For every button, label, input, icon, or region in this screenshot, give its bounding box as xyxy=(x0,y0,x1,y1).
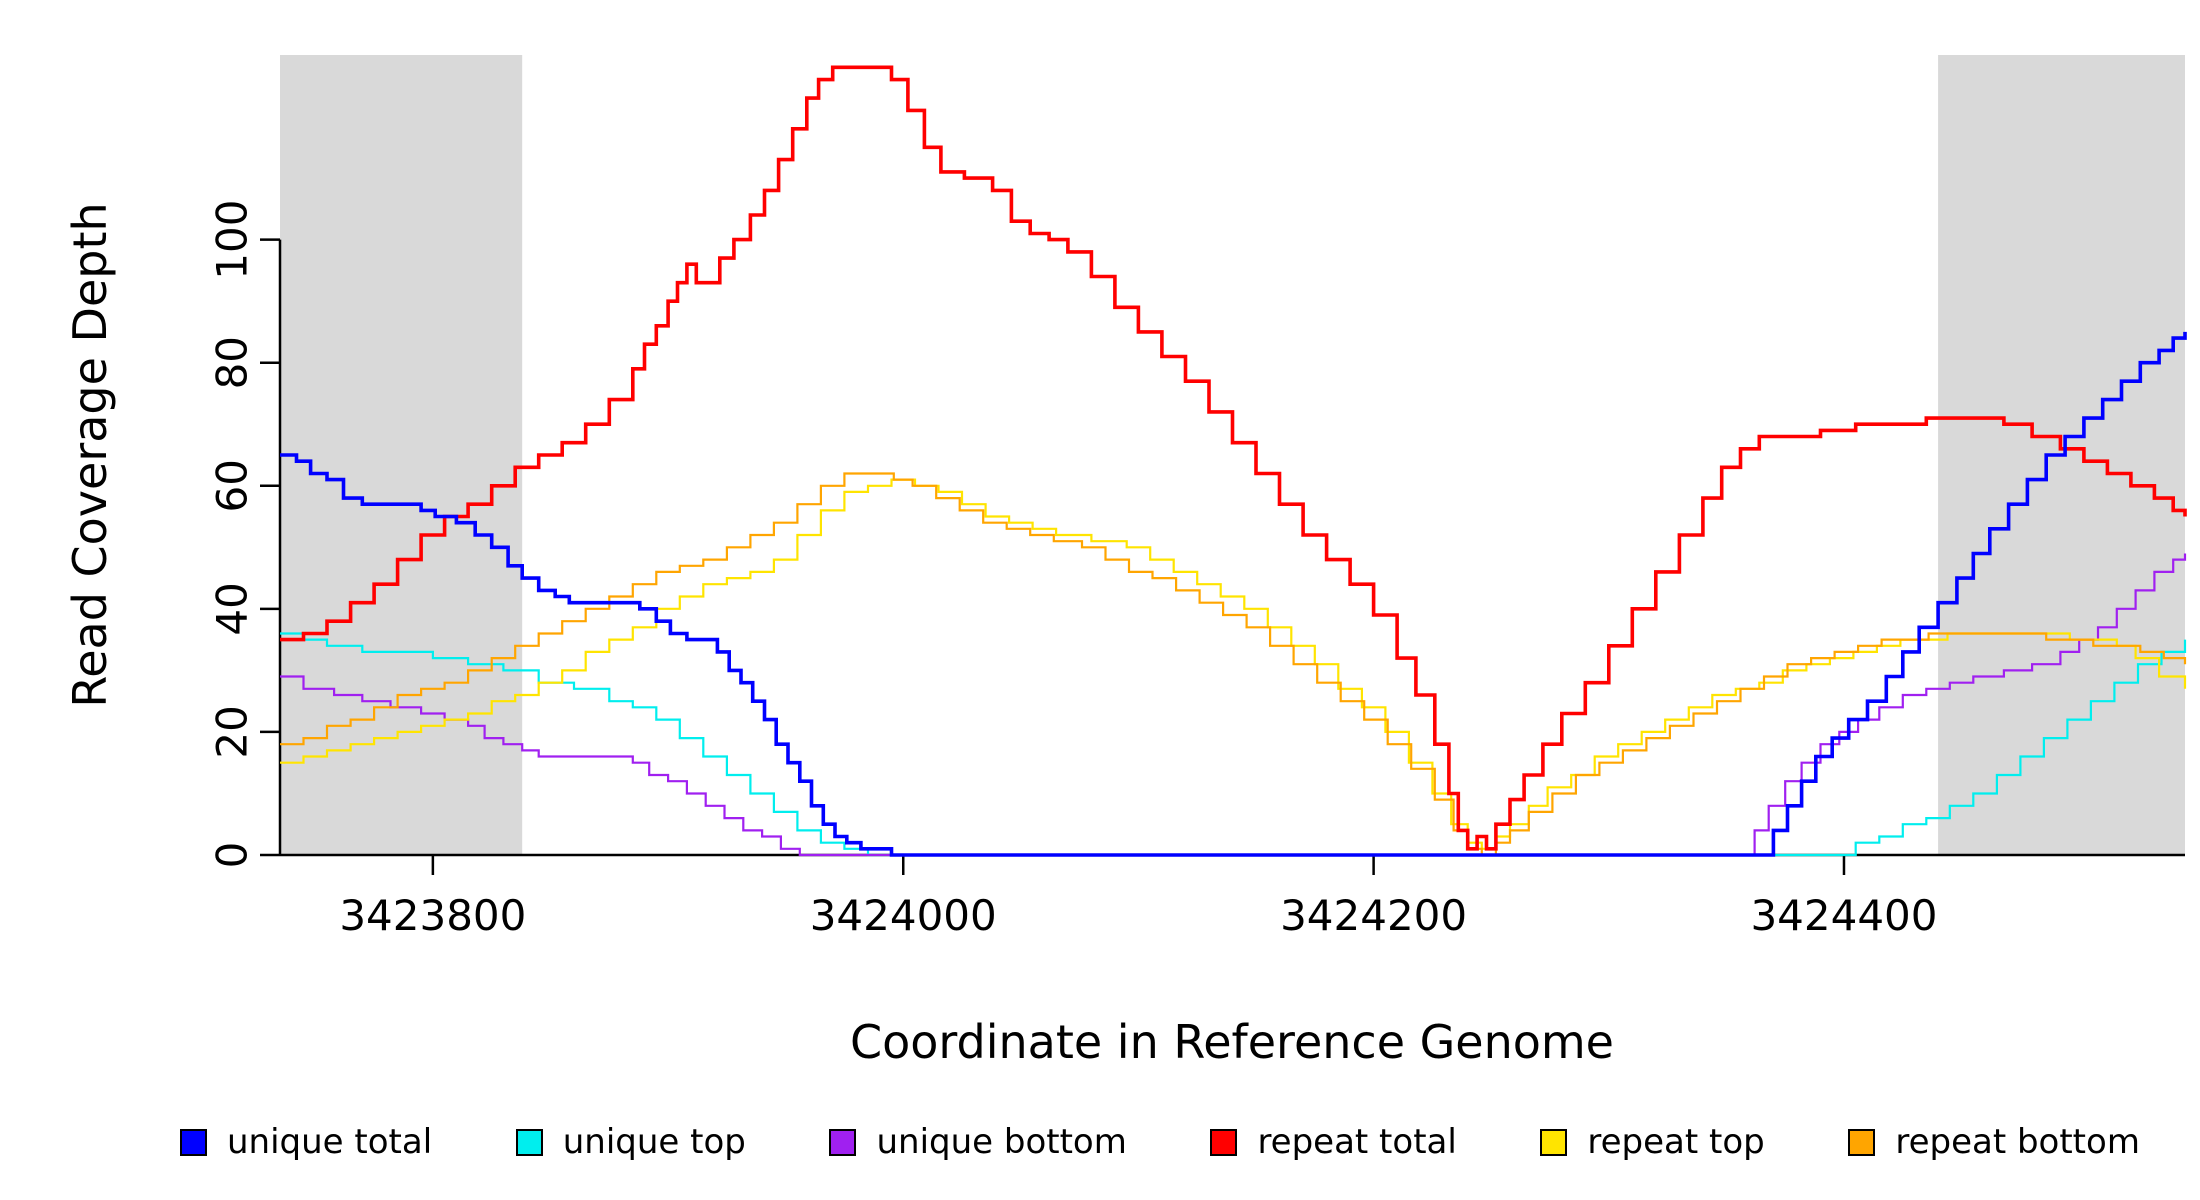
series-repeat-bottom xyxy=(280,472,2187,857)
shaded-region xyxy=(280,55,523,855)
legend-item-repeat-total: repeat total xyxy=(1210,1122,1457,1162)
legend-label: unique top xyxy=(562,1122,746,1162)
legend-item-repeat-bottom: repeat bottom xyxy=(1848,1122,2140,1162)
y-tick-label: 40 xyxy=(208,582,257,635)
legend-item-repeat-top: repeat top xyxy=(1540,1122,1765,1162)
y-tick-label: 20 xyxy=(208,705,257,758)
x-tick-label: 3424000 xyxy=(810,891,997,940)
y-tick-label: 80 xyxy=(208,336,257,389)
legend-item-unique-bottom: unique bottom xyxy=(829,1122,1127,1162)
series-unique-bottom xyxy=(280,553,2187,857)
series-unique-top xyxy=(280,632,2187,857)
legend-label: repeat total xyxy=(1257,1122,1457,1162)
legend-label: repeat bottom xyxy=(1895,1122,2140,1162)
y-tick-label: 60 xyxy=(208,459,257,512)
x-tick-label: 3424400 xyxy=(1750,891,1937,940)
legend-item-unique-top: unique top xyxy=(515,1122,746,1162)
y-tick-label: 0 xyxy=(208,842,257,869)
legend-swatch-repeat-total xyxy=(1210,1128,1238,1156)
series-repeat-total xyxy=(280,65,2187,851)
x-axis-title: Coordinate in Reference Genome xyxy=(850,1015,1614,1069)
legend-swatch-unique-top xyxy=(515,1128,543,1156)
legend-swatch-unique-bottom xyxy=(829,1128,857,1156)
y-tick-label: 100 xyxy=(208,200,257,280)
series-repeat-top xyxy=(280,478,2187,850)
x-tick-label: 3423800 xyxy=(339,891,526,940)
legend-label: unique bottom xyxy=(876,1122,1127,1162)
legend: unique total unique top unique bottom repea… xyxy=(180,1122,2140,1162)
legend-swatch-unique-total xyxy=(180,1128,207,1156)
x-tick-label: 3424200 xyxy=(1280,891,1467,940)
legend-item-unique-total: unique total xyxy=(180,1122,432,1162)
legend-swatch-repeat-top xyxy=(1540,1128,1568,1156)
legend-swatch-repeat-bottom xyxy=(1848,1128,1876,1156)
series-unique-total xyxy=(280,331,2187,857)
legend-label: unique total xyxy=(227,1122,433,1162)
legend-label: repeat top xyxy=(1587,1122,1765,1162)
